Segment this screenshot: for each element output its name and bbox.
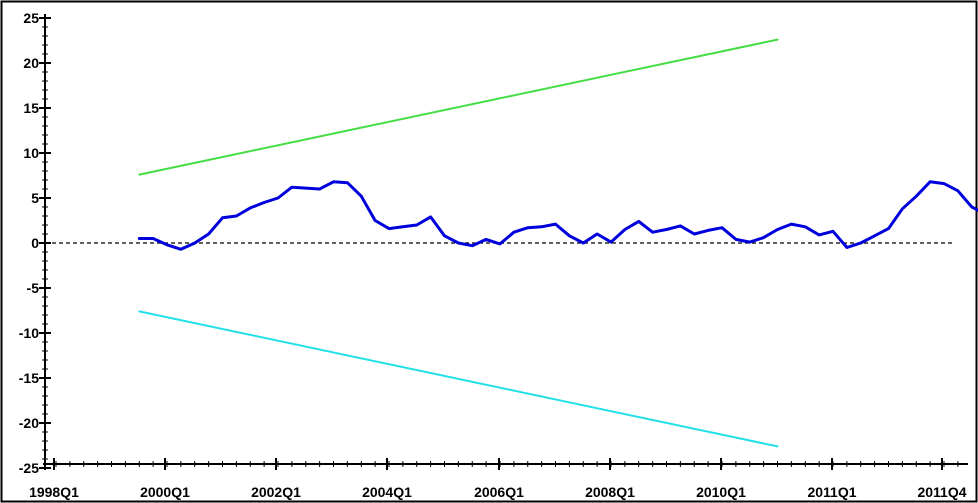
y-tick-label: 25 <box>23 10 39 26</box>
x-tick-label: 2010Q1 <box>696 484 746 500</box>
y-axis: 25 20 15 10 5 0 -5 -10 -15 -20 -25 <box>19 10 51 476</box>
y-tick-label: -25 <box>19 460 39 476</box>
y-tick-label: -20 <box>19 415 39 431</box>
series-line-2 <box>138 310 779 448</box>
x-axis: 1998Q1 2000Q1 2002Q1 2004Q1 2006Q1 2008Q1 2010… <box>29 458 968 500</box>
y-tick-label: -15 <box>19 370 39 386</box>
plot-area <box>45 38 978 448</box>
y-tick-label: 5 <box>31 190 39 206</box>
series-line-1 <box>138 38 779 176</box>
y-tick-label: 0 <box>31 235 39 251</box>
y-tick-label: 20 <box>23 55 39 71</box>
x-tick-label: 2000Q1 <box>140 484 190 500</box>
x-tick-label: 2011Q1 <box>807 484 856 500</box>
x-tick-label: 2002Q1 <box>251 484 301 500</box>
x-tick-label: 2006Q1 <box>474 484 524 500</box>
x-tick-label: 2011Q4 <box>917 484 966 500</box>
series-line-3 <box>137 180 978 251</box>
y-tick-label: -10 <box>19 325 39 341</box>
x-tick-label: 2004Q1 <box>362 484 412 500</box>
x-tick-label: 1998Q1 <box>29 484 79 500</box>
y-tick-label: 15 <box>23 100 39 116</box>
x-tick-label: 2008Q1 <box>585 484 635 500</box>
y-tick-label: -5 <box>27 280 40 296</box>
y-tick-label: 10 <box>23 145 39 161</box>
